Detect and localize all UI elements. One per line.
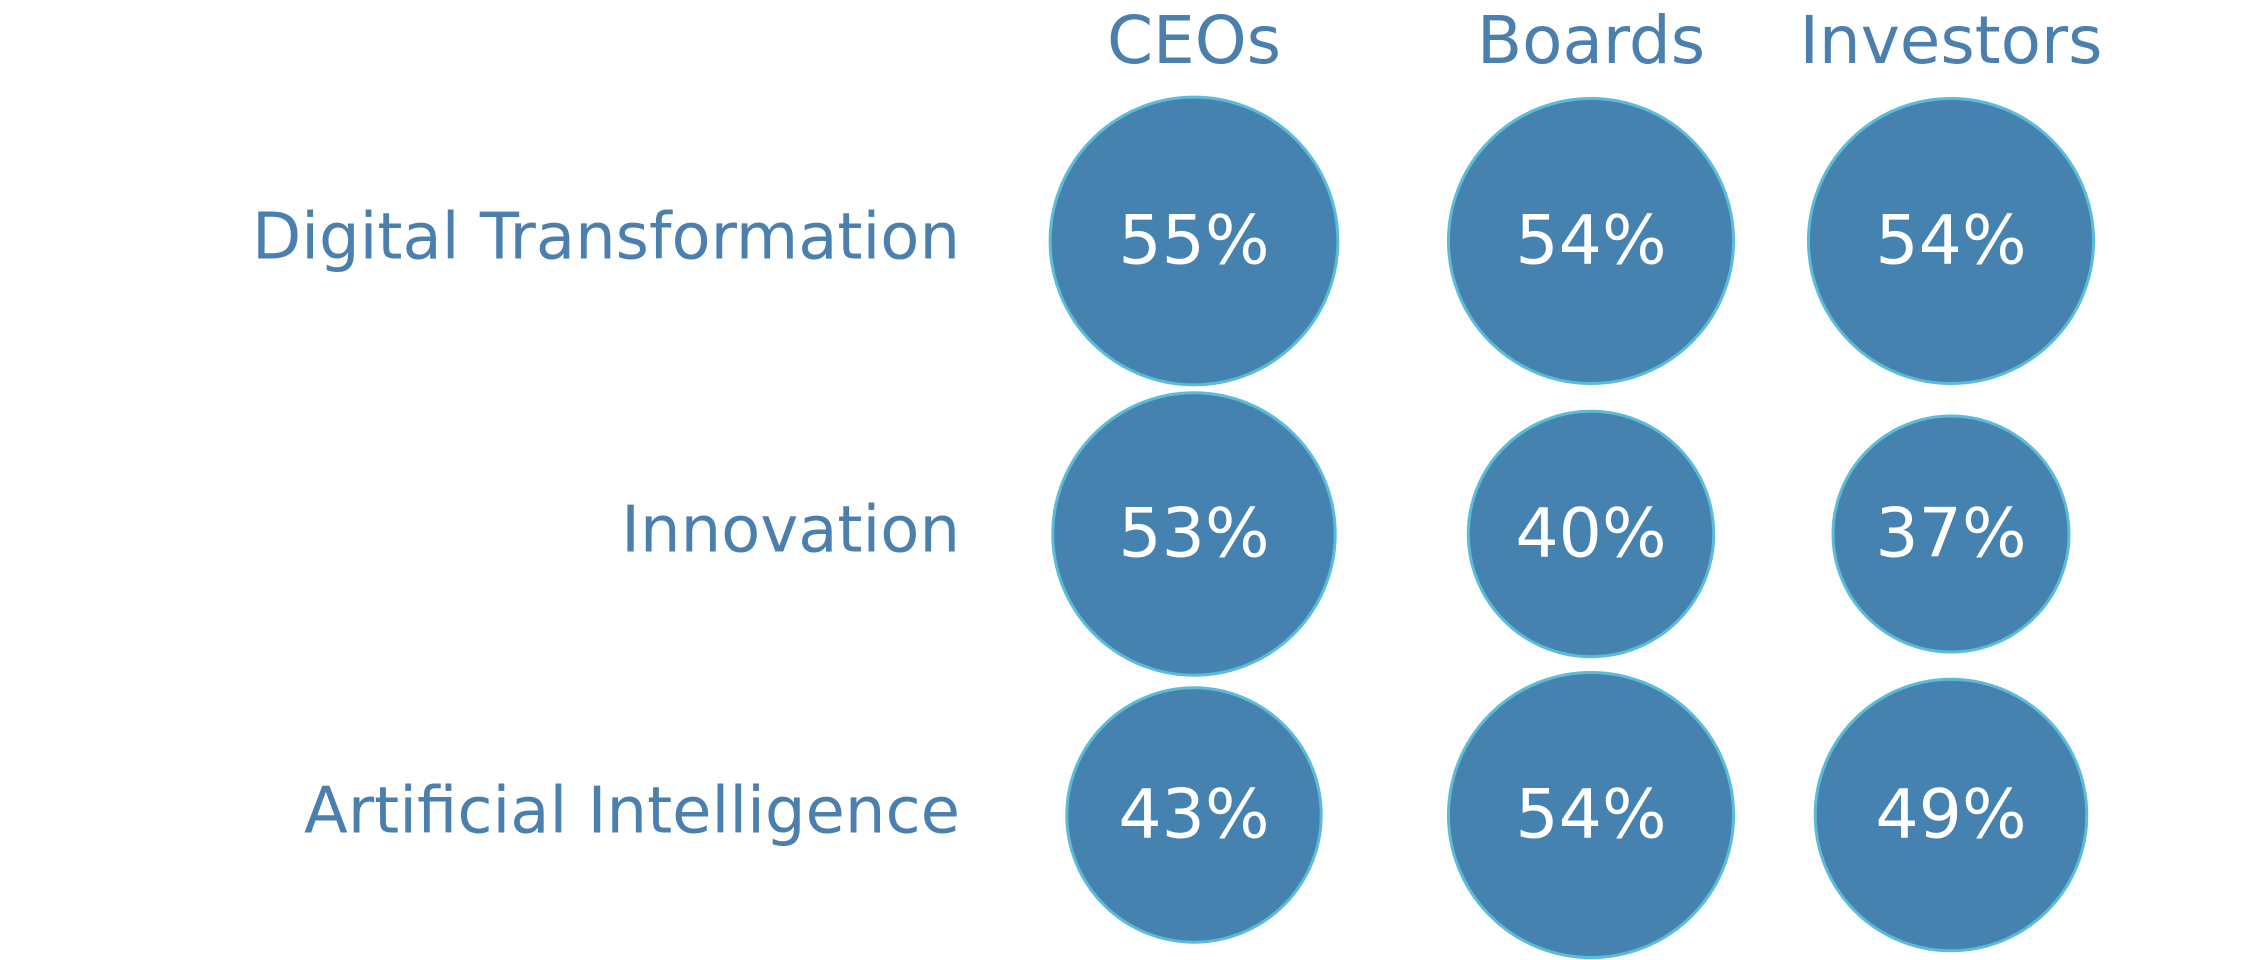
- value-label: 54%: [1875, 202, 2026, 281]
- bubble: [1466, 409, 1716, 659]
- value-label: 55%: [1118, 202, 1269, 281]
- bubble: [1806, 96, 2096, 386]
- bubble: [1051, 391, 1337, 677]
- column-header: Investors: [1799, 2, 2102, 79]
- bubble: [1813, 677, 2089, 953]
- row-label: Digital Transformation: [252, 201, 960, 275]
- column-header: Boards: [1477, 2, 1705, 79]
- value-label: 49%: [1875, 776, 2026, 855]
- value-label: 53%: [1118, 495, 1269, 574]
- bubble: [1048, 95, 1340, 387]
- bubble: [1446, 670, 1736, 960]
- value-label: 43%: [1118, 776, 1269, 855]
- row-label: Innovation: [621, 494, 960, 568]
- value-label: 54%: [1515, 776, 1666, 855]
- bubble: [1831, 414, 2071, 654]
- bubble: [1065, 686, 1323, 944]
- column-header: CEOs: [1107, 2, 1281, 79]
- bubble: [1446, 96, 1736, 386]
- row-label: Artificial Intelligence: [304, 775, 960, 849]
- value-label: 37%: [1875, 495, 2026, 574]
- value-label: 40%: [1515, 495, 1666, 574]
- value-label: 54%: [1515, 202, 1666, 281]
